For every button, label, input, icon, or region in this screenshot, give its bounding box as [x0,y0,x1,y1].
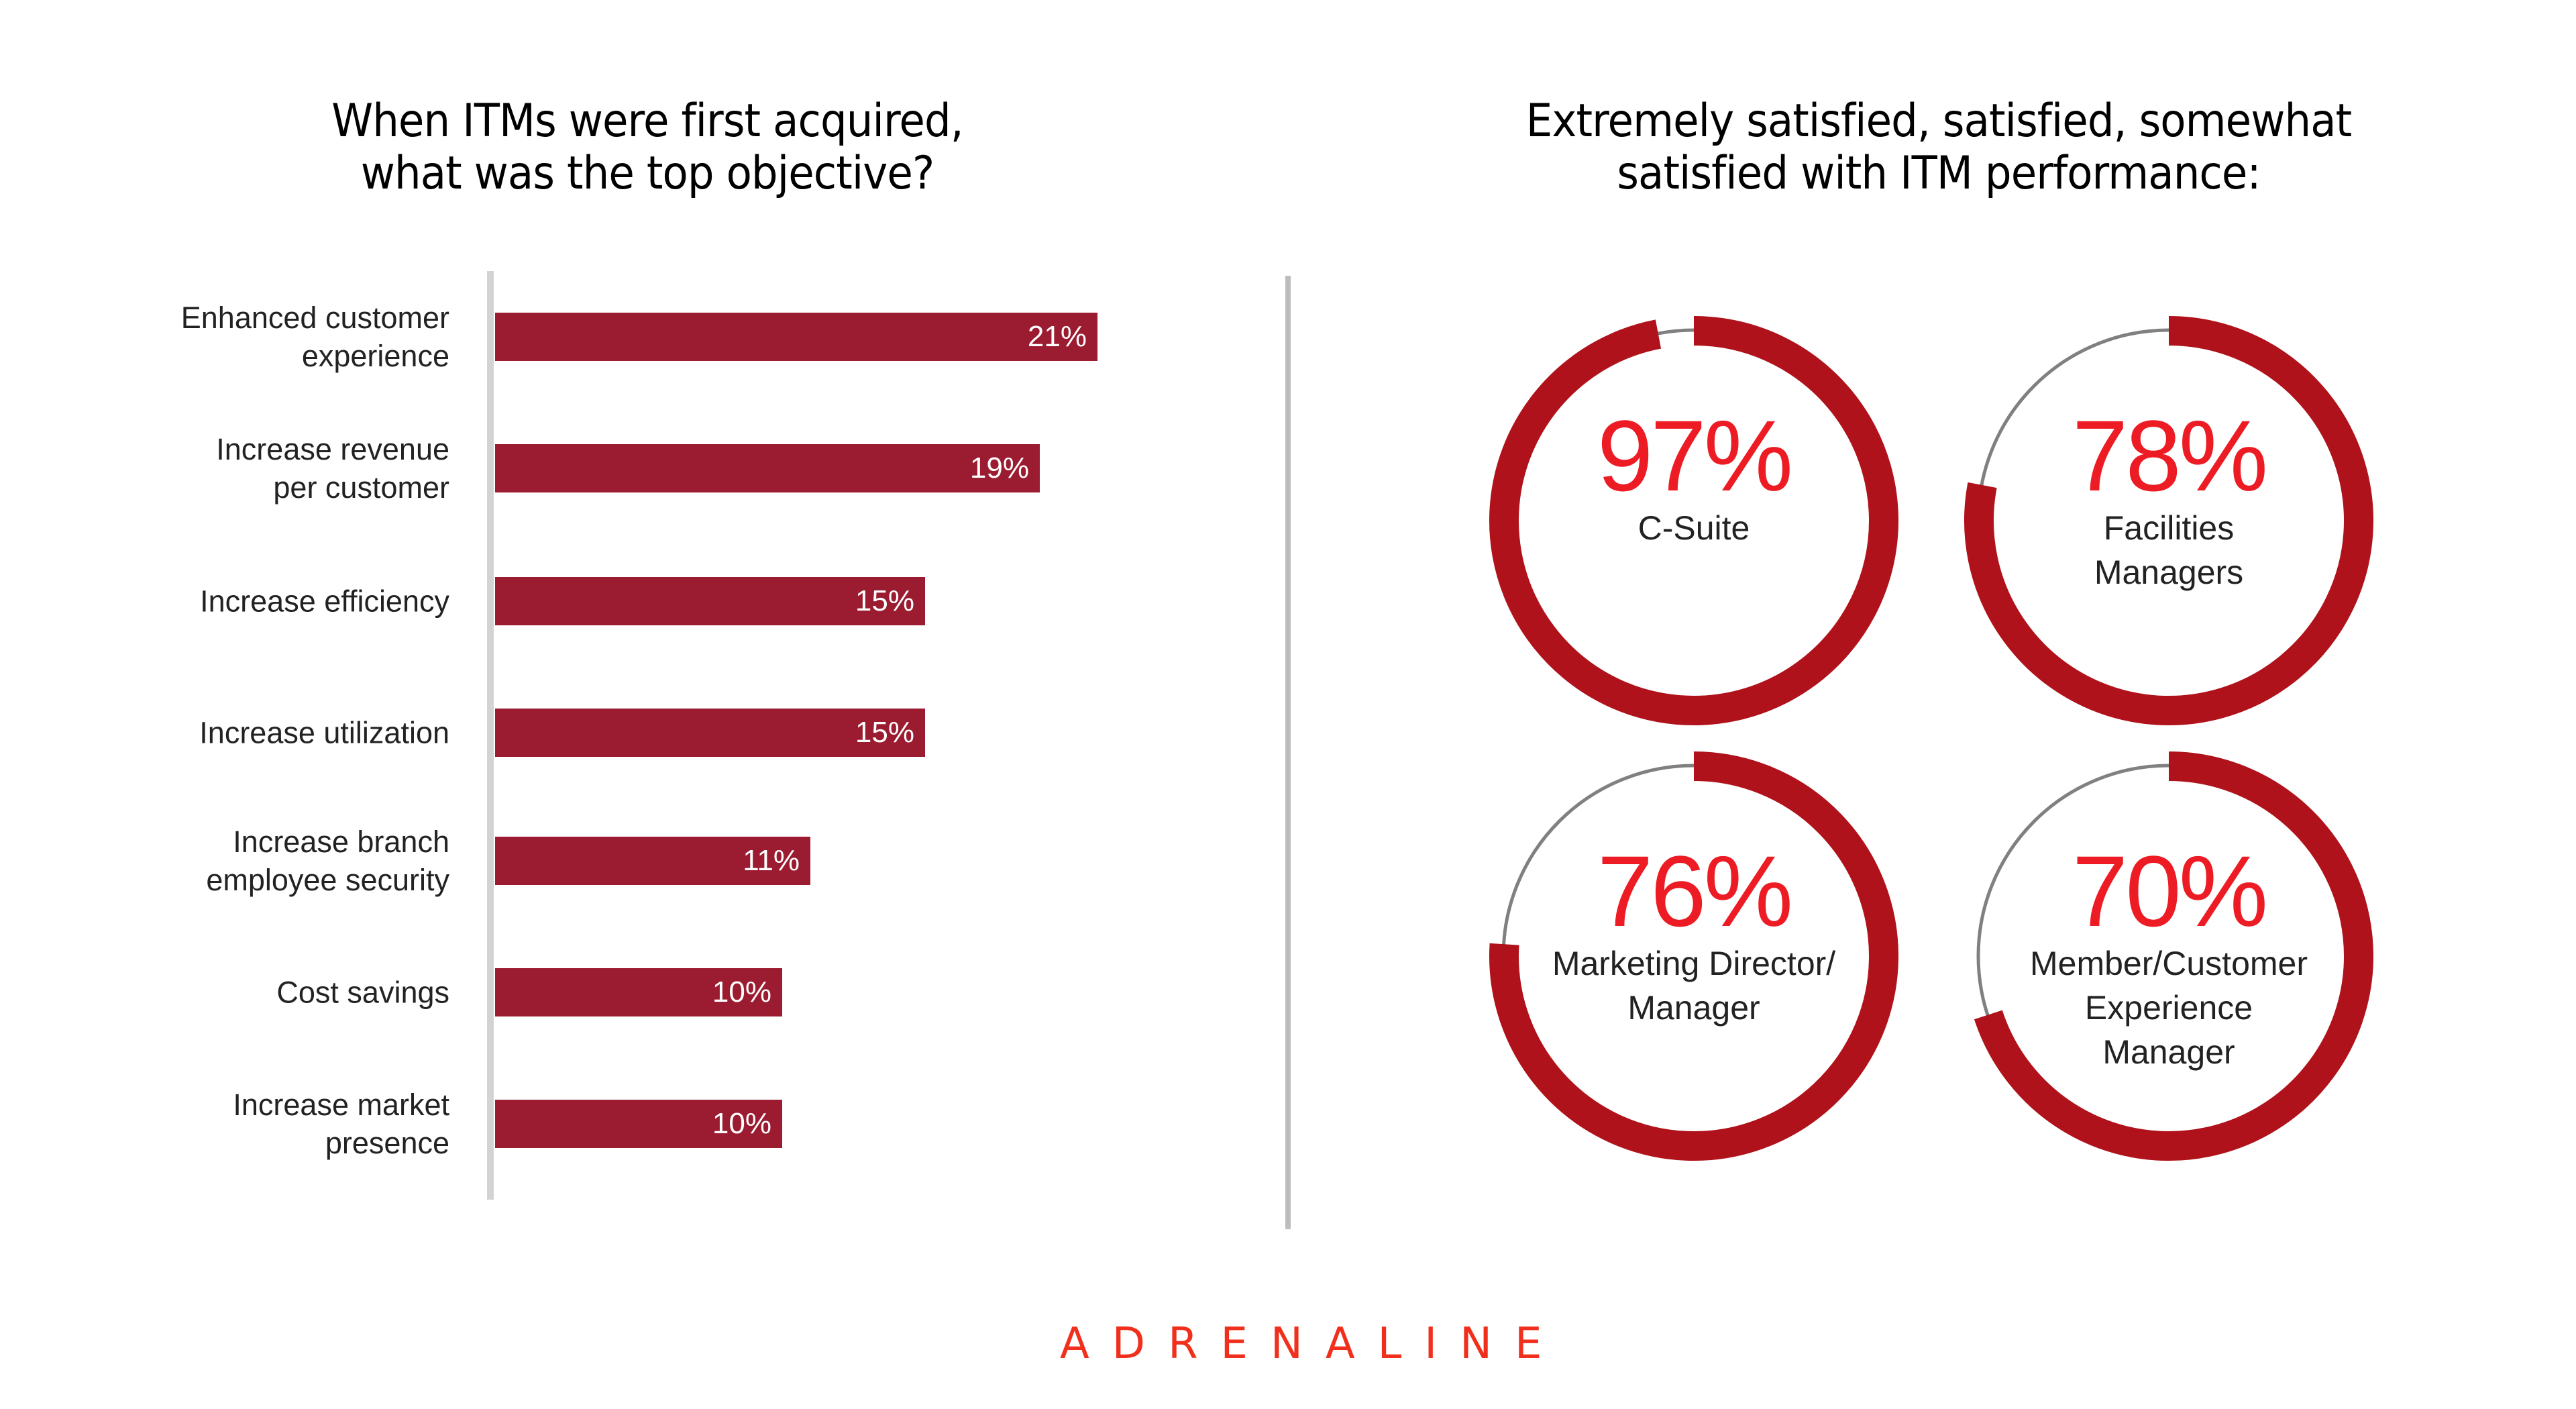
donut-text: 78% Facilities Managers [1961,405,2377,594]
bar-row: Increase market presence 10% [0,1077,1140,1171]
donut-label: Experience [2084,989,2253,1027]
bar-chart-axis [487,271,494,1200]
bar-row: Increase branch employee security 11% [0,814,1140,908]
bar-row: Enhanced customer experience 21% [0,290,1140,384]
bar-label-line: Increase branch [233,825,449,859]
donut-label: Manager [2102,1033,2235,1071]
bar-row: Increase revenue per customer 19% [0,421,1140,515]
donut-text: 97% C-Suite [1486,405,1902,550]
bar-label-line: per customer [273,470,449,505]
bar: 15% [495,709,925,757]
donut-label: Marketing Director/ [1552,945,1836,982]
bar-label: Increase market presence [47,1086,449,1162]
bar-row: Cost savings 10% [0,945,1140,1039]
bar-label: Increase efficiency [47,582,449,621]
donut-ring-icon [1489,751,1898,1161]
donut-chart: 97% C-Suite [1486,313,1902,729]
donut-percentage: 70% [2072,835,2268,947]
donut-percentage: 76% [1597,835,1793,947]
left-chart-title: When ITMs were first acquired, what was … [277,95,1018,200]
donut-ring-icon [1489,316,1898,725]
bar-row: Increase efficiency 15% [0,554,1140,648]
section-divider [1285,276,1291,1229]
bar-row: Increase utilization 15% [0,686,1140,780]
bar: 19% [495,444,1040,492]
right-title-line-2: satisfied with ITM performance: [1617,147,2261,200]
bar-label: Increase revenue per customer [47,430,449,507]
bar-label-line: Increase revenue [216,432,449,466]
bar-value-label: 19% [969,452,1029,484]
donut-text: 76% Marketing Director/Manager [1486,841,1902,1030]
bar: 21% [495,313,1097,361]
donut-label: Member/Customer [2030,945,2308,982]
bar-label: Increase branch employee security [47,823,449,899]
donut-label: Managers [2094,554,2244,591]
bar-label-line: Increase efficiency [200,584,449,619]
donut-percentage: 78% [2072,399,2268,512]
bar-label-line: Enhanced customer [180,301,449,335]
bar: 15% [495,577,925,625]
right-title-line-1: Extremely satisfied, satisfied, somewhat [1525,95,2352,148]
donut-ring-icon [1974,751,2373,1161]
bar: 11% [495,837,810,885]
donut-chart: 70% Member/Customer Experience Manager [1961,748,2377,1164]
bar: 10% [495,968,782,1016]
adrenaline-logo: ADRENALINE [1060,1319,1565,1369]
bar-value-label: 10% [712,976,771,1008]
left-title-line-1: When ITMs were first acquired, [331,95,963,148]
bar-value-label: 15% [855,584,914,617]
bar-label: Enhanced customer experience [47,299,449,375]
bar-label-line: employee security [206,863,449,897]
donut-label: Manager [1627,989,1760,1027]
bar-label: Increase utilization [47,714,449,752]
bar-value-label: 11% [743,844,800,877]
donut-text: 70% Member/Customer Experience Manager [1961,841,2377,1074]
donut-label: Facilities [2103,509,2235,547]
donut-label: C-Suite [1638,509,1750,547]
bar-label-line: Cost savings [276,975,449,1010]
donut-chart: 76% Marketing Director/Manager [1486,748,1902,1164]
left-title-line-2: what was the top objective? [360,147,934,200]
bar: 10% [495,1100,782,1148]
bar-value-label: 15% [855,716,914,749]
bar-value-label: 10% [712,1107,771,1140]
donut-ring-icon [1964,316,2373,725]
right-chart-title: Extremely satisfied, satisfied, somewhat… [1507,95,2371,200]
donut-chart: 78% Facilities Managers [1961,313,2377,729]
bar-label-line: presence [325,1126,449,1160]
bar-label-line: Increase utilization [199,715,449,750]
bar-value-label: 21% [1027,320,1087,353]
donut-percentage: 97% [1597,399,1793,512]
bar-label-line: Increase market [233,1088,449,1122]
bar-label-line: experience [301,339,449,373]
bar-label: Cost savings [47,974,449,1012]
